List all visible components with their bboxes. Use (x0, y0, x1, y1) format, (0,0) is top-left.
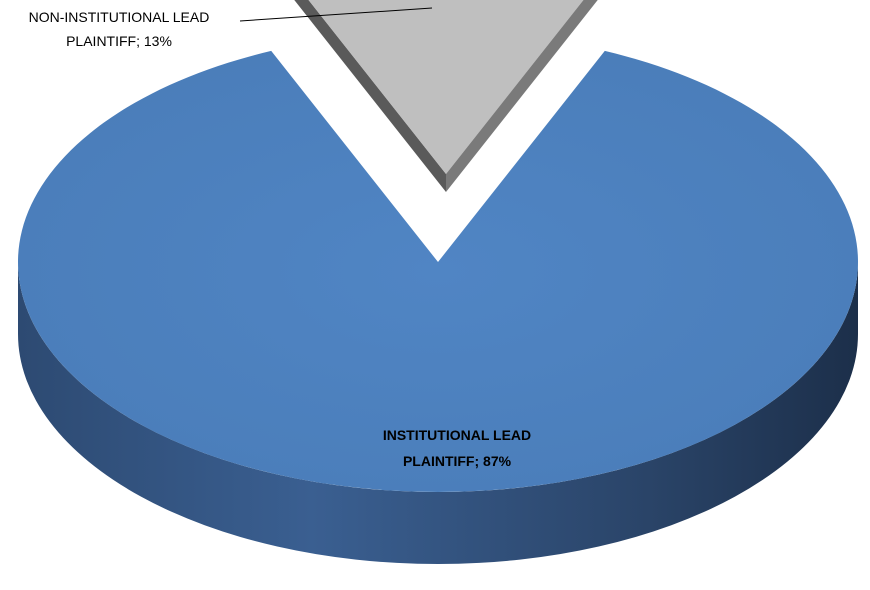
pie-slice-non-institutional (308, 0, 584, 174)
slice-label-institutional-line1: INSTITUTIONAL LEAD (383, 427, 531, 443)
slice-label-non-institutional-line2: PLAINTIFF; 13% (66, 33, 172, 49)
slice-label-non-institutional-line1: NON-INSTITUTIONAL LEAD (29, 9, 210, 25)
pie-slice-non-institutional-edge (446, 0, 598, 192)
slice-label-institutional-line2: PLAINTIFF; 87% (403, 453, 512, 469)
pie-slice-institutional (17, 50, 859, 492)
pie-slice-institutional-side (18, 262, 858, 564)
label-leader-line (239, 7, 433, 22)
pie-slice-non-institutional-wall (294, 0, 446, 192)
